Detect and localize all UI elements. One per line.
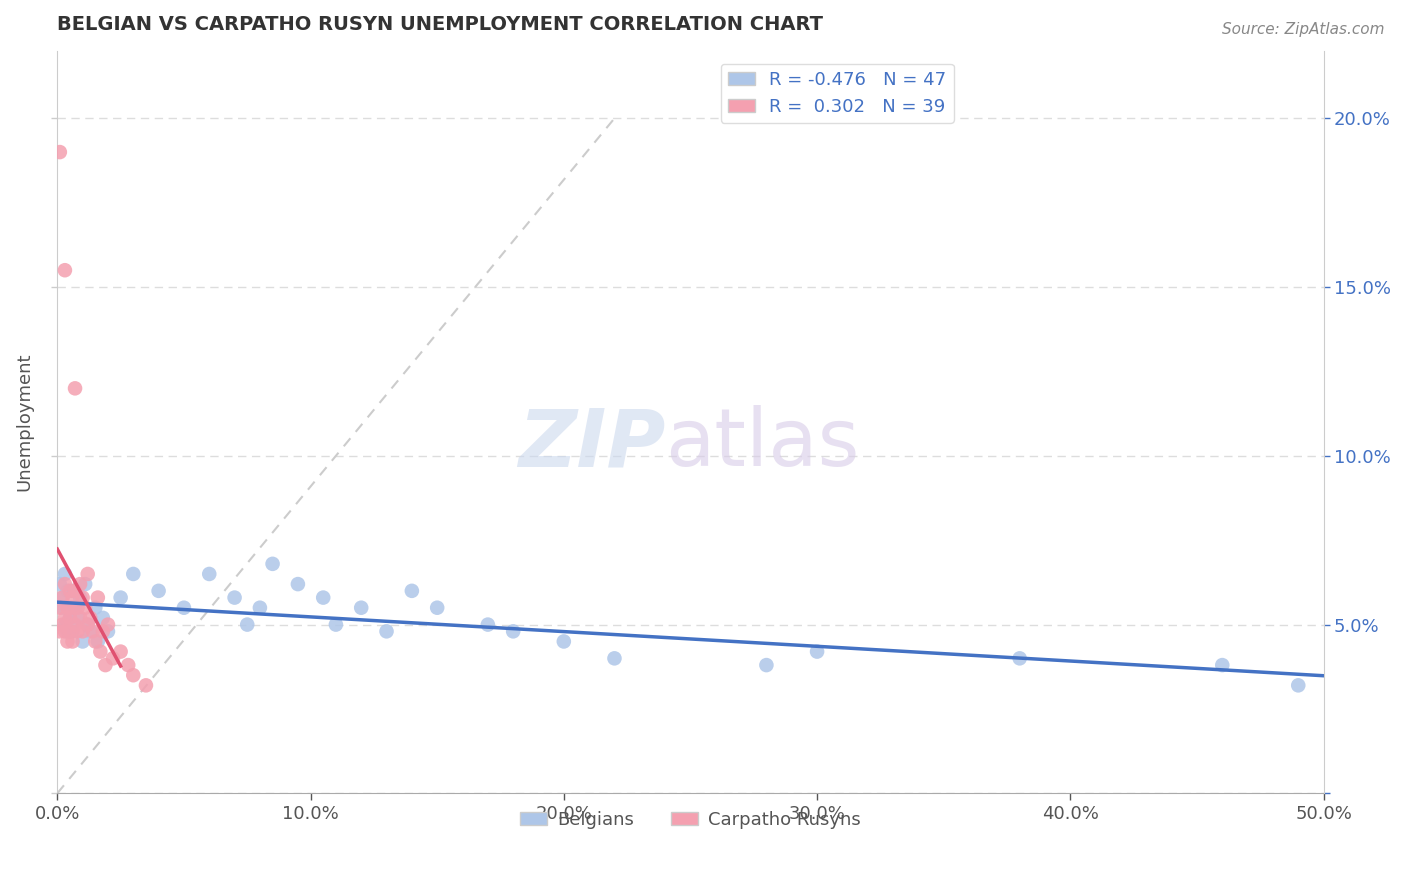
Text: BELGIAN VS CARPATHO RUSYN UNEMPLOYMENT CORRELATION CHART: BELGIAN VS CARPATHO RUSYN UNEMPLOYMENT C… <box>58 15 824 34</box>
Point <box>72 624 94 639</box>
Text: atlas: atlas <box>665 405 859 483</box>
Text: ZIP: ZIP <box>517 405 665 483</box>
Point <box>63 600 86 615</box>
Point <box>62 583 84 598</box>
Point <box>59 611 82 625</box>
Point <box>325 617 347 632</box>
Point <box>148 583 170 598</box>
Point <box>49 600 72 615</box>
Point <box>69 611 91 625</box>
Point <box>82 624 104 639</box>
Point <box>426 600 449 615</box>
Point <box>84 634 107 648</box>
Point <box>249 600 271 615</box>
Point <box>76 617 98 632</box>
Point <box>477 617 499 632</box>
Point <box>56 624 79 639</box>
Point <box>53 624 76 639</box>
Point <box>94 658 117 673</box>
Point <box>350 600 373 615</box>
Point <box>91 611 114 625</box>
Point <box>553 634 575 648</box>
Point <box>63 381 86 395</box>
Point <box>51 600 73 615</box>
Point <box>173 600 195 615</box>
Point <box>62 624 84 639</box>
Point <box>53 263 76 277</box>
Point <box>69 591 91 605</box>
Point <box>76 566 98 581</box>
Point <box>135 678 157 692</box>
Point <box>117 658 139 673</box>
Point <box>101 651 124 665</box>
Point <box>87 634 110 648</box>
Point <box>53 617 76 632</box>
Point <box>375 624 398 639</box>
Point <box>806 644 828 658</box>
Point <box>72 634 94 648</box>
Point <box>75 577 97 591</box>
Point <box>62 634 84 648</box>
Point <box>224 591 246 605</box>
Point <box>110 591 132 605</box>
Point <box>66 600 89 615</box>
Legend: Belgians, Carpatho Rusyns: Belgians, Carpatho Rusyns <box>512 804 869 837</box>
Point <box>603 651 626 665</box>
Point <box>502 624 524 639</box>
Point <box>63 583 86 598</box>
Point <box>755 658 778 673</box>
Point <box>56 600 79 615</box>
Point <box>75 600 97 615</box>
Point <box>69 577 91 591</box>
Point <box>56 583 79 598</box>
Point <box>312 591 335 605</box>
Point <box>79 611 101 625</box>
Point <box>53 566 76 581</box>
Point <box>1008 651 1031 665</box>
Point <box>62 591 84 605</box>
Point <box>110 644 132 658</box>
Point <box>198 566 221 581</box>
Point <box>236 617 259 632</box>
Point <box>49 577 72 591</box>
Text: Source: ZipAtlas.com: Source: ZipAtlas.com <box>1222 22 1385 37</box>
Point <box>76 617 98 632</box>
Point <box>122 566 145 581</box>
Point <box>79 624 101 639</box>
Point <box>59 624 82 639</box>
Point <box>49 624 72 639</box>
Point <box>51 591 73 605</box>
Point <box>53 611 76 625</box>
Point <box>262 557 284 571</box>
Point <box>84 600 107 615</box>
Point <box>401 583 423 598</box>
Point <box>91 624 114 639</box>
Point <box>59 611 82 625</box>
Point <box>62 600 84 615</box>
Point <box>72 591 94 605</box>
Point <box>56 634 79 648</box>
Point <box>59 600 82 615</box>
Point <box>66 624 89 639</box>
Point <box>51 591 73 605</box>
Point <box>287 577 309 591</box>
Point <box>49 145 72 159</box>
Point <box>59 583 82 598</box>
Point <box>122 668 145 682</box>
Point <box>87 591 110 605</box>
Point <box>1286 678 1309 692</box>
Point <box>97 617 120 632</box>
Point <box>63 617 86 632</box>
Point <box>53 577 76 591</box>
Y-axis label: Unemployment: Unemployment <box>15 353 32 491</box>
Point <box>66 611 89 625</box>
Point <box>1211 658 1233 673</box>
Point <box>89 644 111 658</box>
Point <box>97 624 120 639</box>
Point <box>51 617 73 632</box>
